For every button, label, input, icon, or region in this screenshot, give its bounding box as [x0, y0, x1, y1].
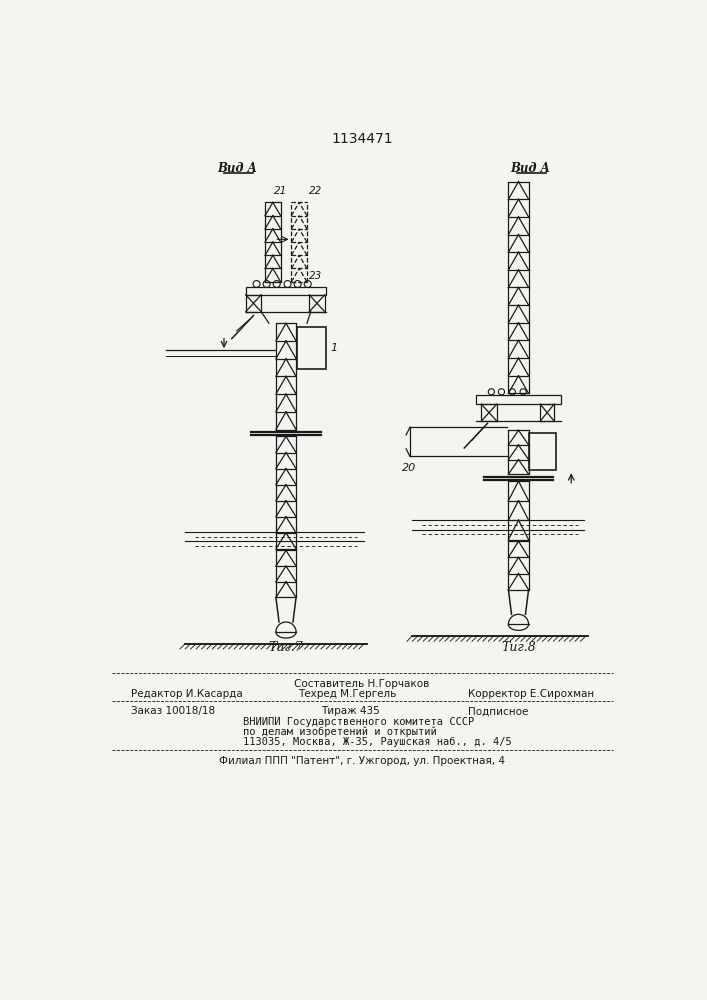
- Text: Τиг.8: Τиг.8: [501, 641, 536, 654]
- Text: Филиал ППП "Патент", г. Ужгород, ул. Проектная, 4: Филиал ППП "Патент", г. Ужгород, ул. Про…: [219, 756, 505, 766]
- Text: 23: 23: [309, 271, 322, 281]
- Bar: [530, 433, 556, 470]
- Text: по делам изобретений и открытий: по делам изобретений и открытий: [243, 727, 437, 737]
- Text: Корректор Е.Сирохман: Корректор Е.Сирохман: [468, 689, 595, 699]
- Text: 22: 22: [308, 186, 322, 196]
- Text: Техред М.Гергель: Техред М.Гергель: [298, 689, 396, 699]
- Text: 21: 21: [274, 186, 288, 196]
- Text: 20: 20: [402, 463, 416, 473]
- Bar: [297, 327, 327, 369]
- Text: 113035, Москва, Ж-35, Раушская наб., д. 4/5: 113035, Москва, Ж-35, Раушская наб., д. …: [243, 737, 512, 747]
- Text: Вид A: Вид A: [217, 162, 257, 175]
- Text: Подписное: Подписное: [468, 706, 529, 716]
- Bar: [476, 395, 561, 404]
- Text: Составитель Н.Горчаков: Составитель Н.Горчаков: [294, 679, 430, 689]
- Text: Вид A: Вид A: [510, 162, 550, 175]
- Text: Заказ 10018/18: Заказ 10018/18: [131, 706, 215, 716]
- Text: Редактор И.Касарда: Редактор И.Касарда: [131, 689, 243, 699]
- Text: 1: 1: [330, 343, 337, 353]
- Text: ВНИИПИ Государственного комитета СССР: ВНИИПИ Государственного комитета СССР: [243, 717, 474, 727]
- Text: 1134471: 1134471: [331, 132, 393, 146]
- Text: Τиг.7: Τиг.7: [269, 641, 303, 654]
- Bar: [246, 287, 327, 295]
- Text: Тираж 435: Тираж 435: [321, 706, 380, 716]
